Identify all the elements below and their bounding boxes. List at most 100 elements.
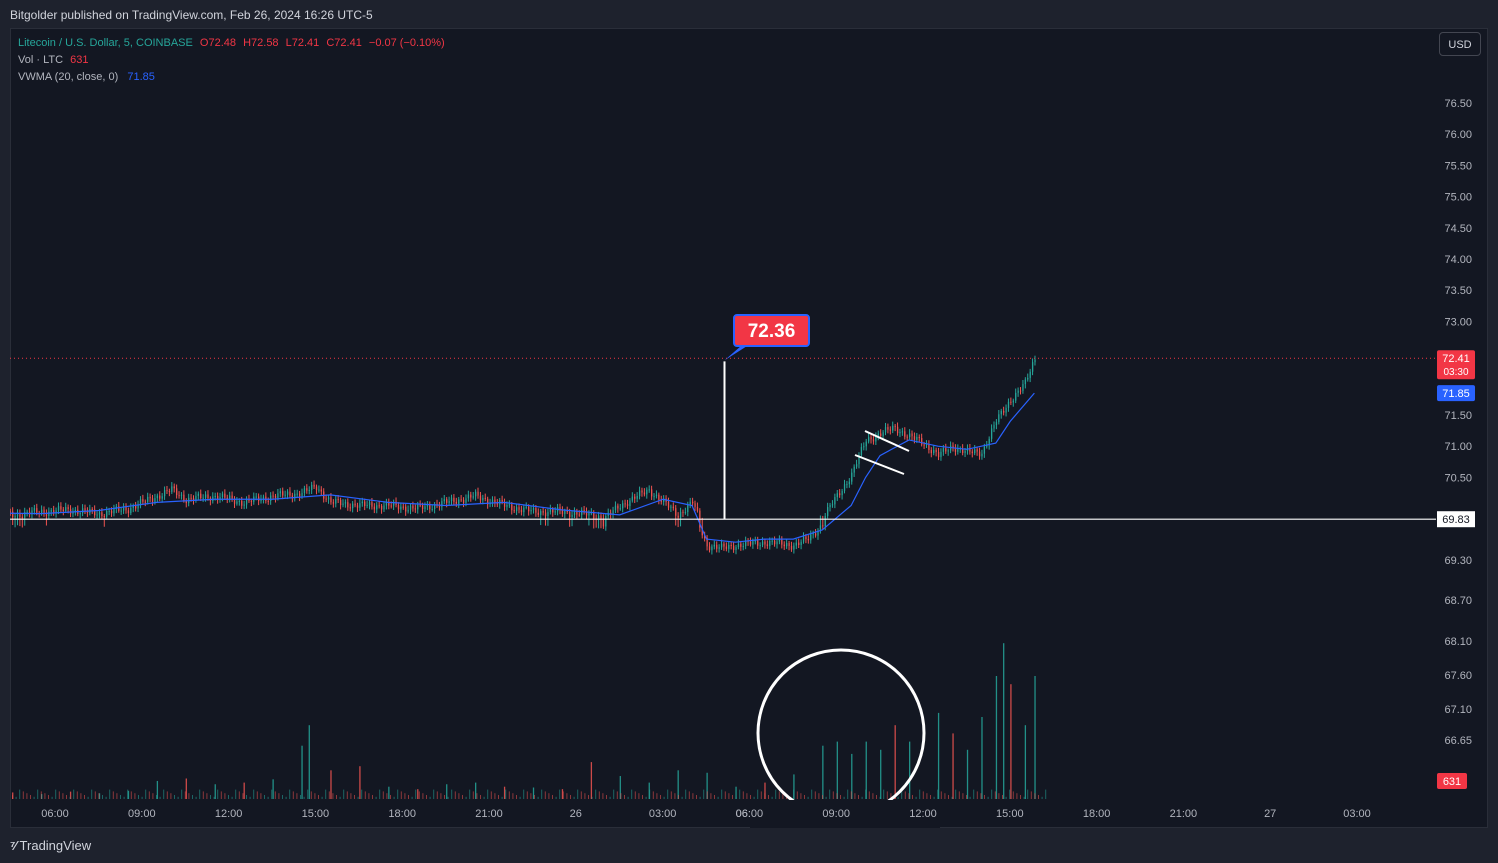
volume-bar	[1045, 789, 1047, 799]
volume-bar	[811, 789, 813, 799]
candle-body	[190, 497, 192, 499]
volume-bar	[1016, 793, 1018, 799]
publish-bar: Bitgolder published on TradingView.com, …	[0, 0, 1498, 28]
volume-bar	[890, 793, 892, 799]
volume-bar	[656, 793, 658, 799]
ohlc-row[interactable]: Litecoin / U.S. Dollar, 5, COINBASE O72.…	[18, 35, 445, 52]
volume-bar	[15, 796, 17, 799]
symbol-title[interactable]: Litecoin / U.S. Dollar, 5, COINBASE	[18, 37, 193, 49]
volume-bar	[94, 791, 96, 799]
candle-body	[470, 494, 472, 498]
price-chart[interactable]: 76.50 76.00 75.50 75.00 74.50 74.00 73.50 73.00…	[10, 28, 1488, 828]
candle-body	[631, 496, 634, 501]
volume-bar	[561, 789, 564, 799]
currency-button[interactable]: USD	[1439, 32, 1481, 56]
candle-body	[359, 503, 361, 508]
candle-body	[65, 507, 67, 512]
candle-body	[214, 495, 216, 497]
candle-body	[171, 486, 173, 492]
candle-body	[737, 543, 740, 548]
candle-body	[851, 472, 853, 482]
candle-body	[544, 512, 547, 517]
candle-body	[325, 498, 327, 500]
candle-body	[16, 513, 19, 517]
candle-body	[219, 497, 221, 500]
last-price-value: 72.41	[1442, 353, 1470, 365]
price-tick-label: 71.00	[1444, 441, 1472, 453]
candle-body	[453, 497, 455, 502]
candle-body	[24, 512, 26, 518]
volume-bar	[220, 791, 222, 799]
chart-frame[interactable]	[10, 28, 1488, 828]
volume-bar	[526, 791, 528, 799]
candle-body	[561, 510, 564, 514]
candle-body	[913, 436, 916, 440]
candle-body	[366, 505, 368, 507]
volume-bar	[696, 795, 697, 799]
volume-bar	[339, 796, 341, 799]
volume-bar	[699, 796, 701, 799]
vwma-price-tag	[1437, 385, 1475, 402]
candle-body	[390, 505, 392, 507]
candle-body	[836, 493, 838, 498]
candle-body	[484, 497, 486, 499]
tradingview-logo[interactable]: ⁷⁄ TradingView	[10, 838, 91, 853]
candle-body	[311, 484, 313, 490]
volume-bar	[969, 796, 971, 799]
candle-body	[933, 449, 935, 454]
volume-bar	[37, 789, 39, 799]
candle-body	[566, 510, 568, 512]
candle-body	[168, 490, 171, 492]
volume-bar	[880, 749, 882, 799]
volume-bar	[76, 791, 78, 799]
volume-bar	[753, 796, 755, 799]
vwma-price-label: 71.85	[1442, 388, 1470, 400]
volume-bar	[231, 796, 233, 799]
volume-bar	[307, 789, 309, 799]
candle-body	[337, 499, 339, 501]
candle-body	[894, 425, 896, 427]
volume-bar	[952, 733, 954, 799]
candle-body	[684, 512, 687, 514]
candle-body	[761, 541, 764, 546]
tradingview-logo-text: TradingView	[19, 838, 92, 853]
candle-body	[19, 513, 21, 517]
volume-row[interactable]: Vol · LTC 631	[18, 52, 445, 69]
volume-bar	[98, 793, 100, 799]
candle-body	[33, 508, 36, 511]
vwma-row[interactable]: VWMA (20, close, 0) 71.85	[18, 69, 445, 86]
volume-bar	[534, 795, 535, 799]
candle-body	[414, 508, 417, 510]
candle-body	[200, 493, 202, 499]
candle-body	[648, 489, 650, 491]
volume-bar	[735, 786, 737, 799]
volume-bar	[764, 782, 766, 799]
candle-body	[176, 488, 178, 496]
candle-body	[94, 509, 96, 516]
volume-bar	[397, 789, 399, 799]
volume-bar	[325, 789, 327, 799]
callout-pointer	[724, 346, 747, 361]
candle-body	[344, 502, 347, 504]
volume-bar	[645, 796, 647, 799]
candle-body	[294, 493, 296, 499]
candle-body	[45, 512, 48, 516]
volume-bar	[872, 793, 874, 799]
vwma-line	[10, 392, 1035, 543]
volume-bar	[994, 791, 996, 799]
candle-body	[443, 499, 445, 502]
volume-bar	[429, 796, 431, 799]
candle-body	[573, 511, 576, 515]
volume-bar	[62, 793, 64, 799]
close-value: C72.41	[326, 37, 362, 49]
volume-bar	[359, 766, 361, 799]
volume-bar	[717, 796, 719, 799]
volume-bar	[354, 795, 355, 799]
volume-bar	[235, 789, 237, 799]
candle-body	[884, 427, 887, 433]
volume-bar	[127, 790, 130, 799]
volume-bar	[559, 789, 561, 799]
candle-body	[511, 504, 513, 511]
volume-bar	[642, 795, 643, 799]
candle-body	[248, 499, 250, 501]
